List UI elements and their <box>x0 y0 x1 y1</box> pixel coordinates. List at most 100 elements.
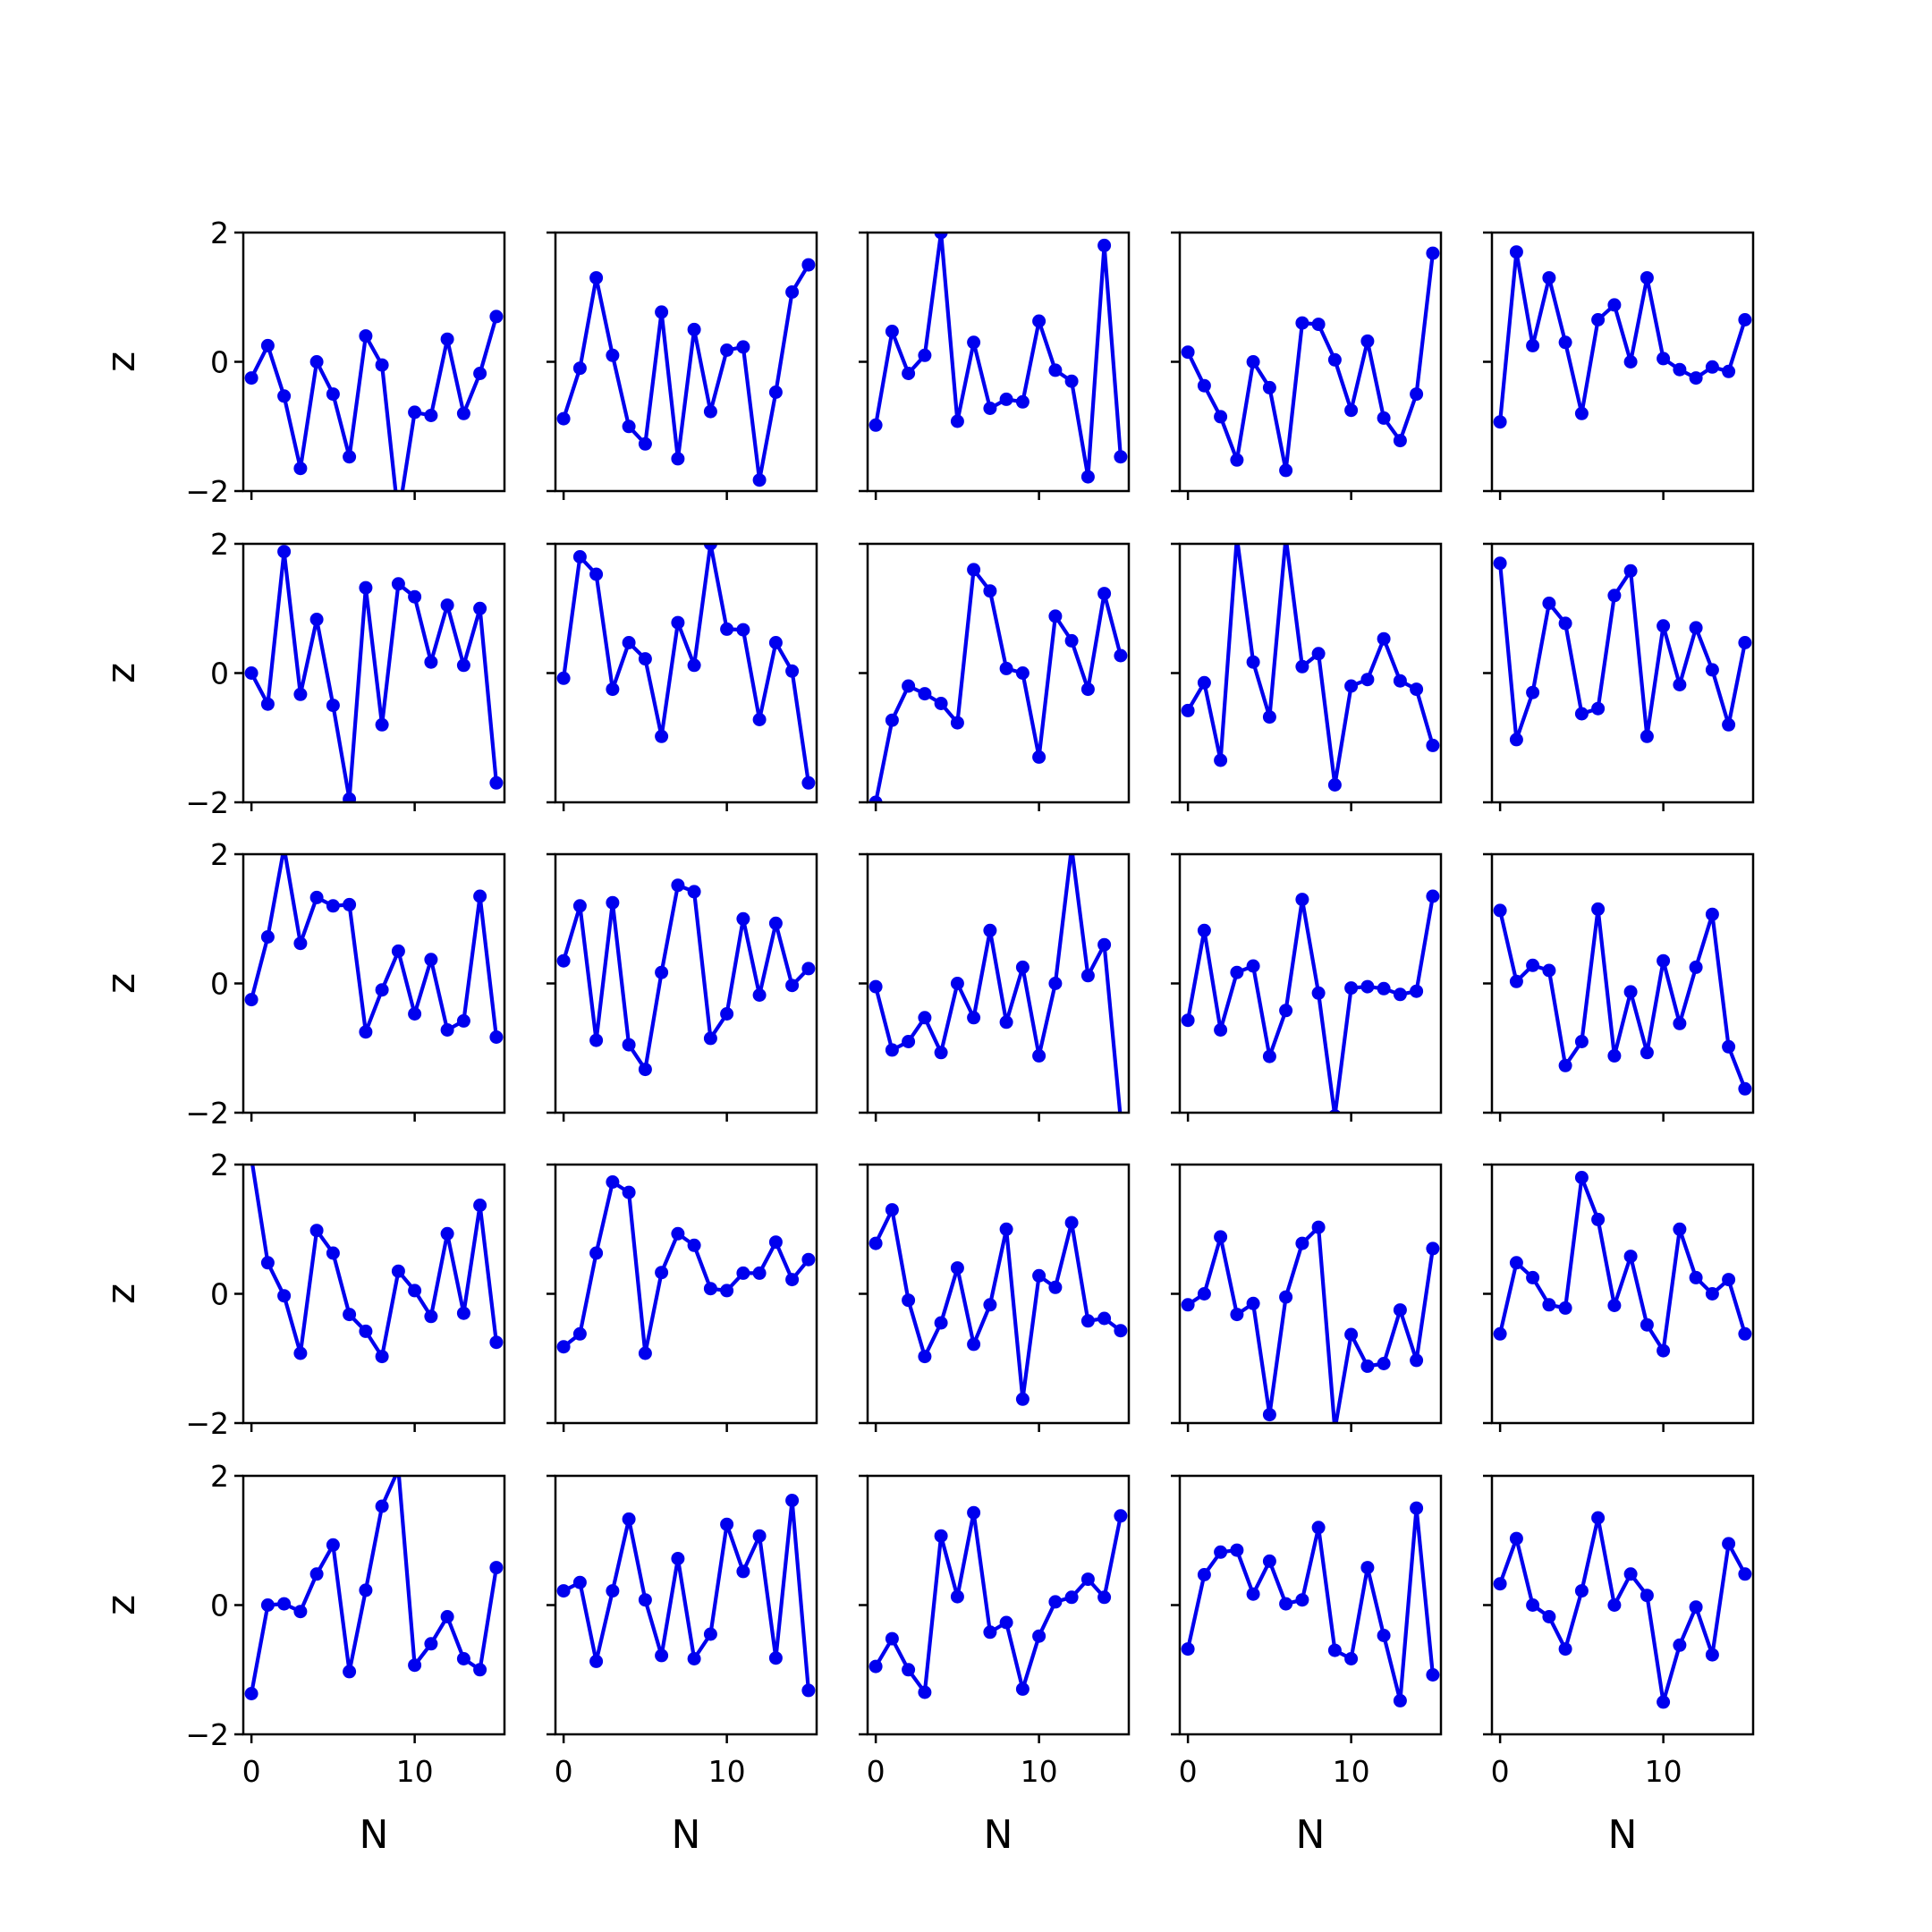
data-point <box>572 361 587 376</box>
data-point <box>752 1529 767 1543</box>
data-point <box>1344 403 1359 418</box>
data-point <box>1607 589 1622 603</box>
data-point <box>1542 963 1556 978</box>
data-point <box>885 1631 899 1646</box>
data-point <box>1526 685 1540 699</box>
data-point <box>359 1324 373 1338</box>
data-point <box>768 1651 783 1665</box>
series-line <box>562 883 810 1072</box>
data-point <box>720 343 734 357</box>
data-point <box>655 1648 669 1663</box>
data-point <box>671 452 685 466</box>
data-point <box>1689 1270 1703 1284</box>
data-point <box>1360 979 1375 994</box>
data-point <box>1197 1568 1211 1581</box>
data-point <box>768 916 783 930</box>
data-point <box>1181 703 1195 717</box>
subplot-r4-c5 <box>1483 1163 1755 1432</box>
data-point <box>1246 1296 1260 1310</box>
data-point <box>489 775 504 790</box>
data-point <box>1526 958 1540 972</box>
data-point <box>1214 1023 1228 1037</box>
series-line <box>250 1165 498 1359</box>
subplot-r4-c1: −2 0 2 z <box>98 1148 506 1441</box>
data-point <box>869 1236 883 1250</box>
y-axis-label: z <box>98 973 144 994</box>
data-point <box>918 687 932 701</box>
data-point <box>606 895 620 910</box>
data-point <box>473 367 487 380</box>
data-point <box>293 1605 308 1619</box>
series <box>869 1203 1128 1406</box>
data-point <box>326 1538 340 1552</box>
data-point <box>622 1185 636 1199</box>
x-tick-label: 10 <box>1021 1754 1058 1789</box>
series <box>1493 902 1752 1096</box>
data-point <box>1279 463 1293 478</box>
data-point <box>1410 1353 1424 1368</box>
data-point <box>1393 987 1407 1002</box>
data-point <box>556 411 571 426</box>
data-point <box>1197 675 1211 690</box>
data-point <box>1080 969 1095 983</box>
data-point <box>589 1033 604 1047</box>
subplot-r4-c4 <box>1171 1163 1443 1432</box>
data-point <box>489 1030 504 1044</box>
data-point <box>869 979 883 994</box>
data-point <box>638 1063 652 1077</box>
data-point <box>671 1226 685 1241</box>
data-point <box>752 713 767 726</box>
data-point <box>1657 619 1671 633</box>
data-point <box>589 271 604 285</box>
data-point <box>1640 1046 1654 1060</box>
data-point <box>375 1499 389 1513</box>
data-point <box>1558 335 1572 350</box>
data-point <box>752 473 767 487</box>
data-point <box>1097 1311 1112 1326</box>
data-point <box>1311 647 1326 661</box>
data-point <box>1262 710 1276 724</box>
data-point <box>655 305 669 319</box>
data-point <box>1705 1287 1719 1301</box>
y-tick-label: −2 <box>185 474 229 509</box>
subplot-r5-c5: 0 10N <box>1483 1474 1755 1858</box>
data-point <box>918 1685 932 1699</box>
data-point <box>1230 1308 1244 1322</box>
data-point <box>244 993 258 1007</box>
data-point <box>309 613 324 626</box>
data-point <box>408 589 422 604</box>
data-point <box>343 1665 357 1679</box>
data-point <box>1360 334 1375 348</box>
y-tick-label: 2 <box>210 1148 229 1182</box>
data-point <box>606 1584 620 1598</box>
data-point <box>424 1637 438 1651</box>
data-point <box>1657 1343 1671 1358</box>
data-point <box>606 1175 620 1189</box>
subplot-r5-c3: 0 10N <box>859 1474 1131 1858</box>
data-point <box>1032 750 1046 764</box>
x-axis-label: N <box>672 1812 701 1858</box>
data-point <box>999 661 1013 675</box>
data-point <box>1214 1545 1228 1559</box>
data-point <box>622 1512 636 1526</box>
series <box>869 1505 1128 1699</box>
data-point <box>277 545 292 559</box>
data-point <box>1526 1598 1540 1612</box>
data-point <box>277 1597 292 1611</box>
data-point <box>1311 1521 1326 1535</box>
data-point <box>1722 1537 1736 1551</box>
y-tick-label: 2 <box>210 1459 229 1494</box>
x-tick-label: 0 <box>242 1754 261 1789</box>
data-point <box>1591 1212 1606 1226</box>
data-point <box>902 679 916 693</box>
data-point <box>1080 470 1095 484</box>
data-point <box>687 322 701 336</box>
data-point <box>309 1224 324 1238</box>
data-point <box>1214 410 1228 424</box>
data-point <box>1279 1004 1293 1018</box>
data-point <box>671 615 685 630</box>
data-point <box>1722 717 1736 732</box>
data-point <box>1246 355 1260 369</box>
